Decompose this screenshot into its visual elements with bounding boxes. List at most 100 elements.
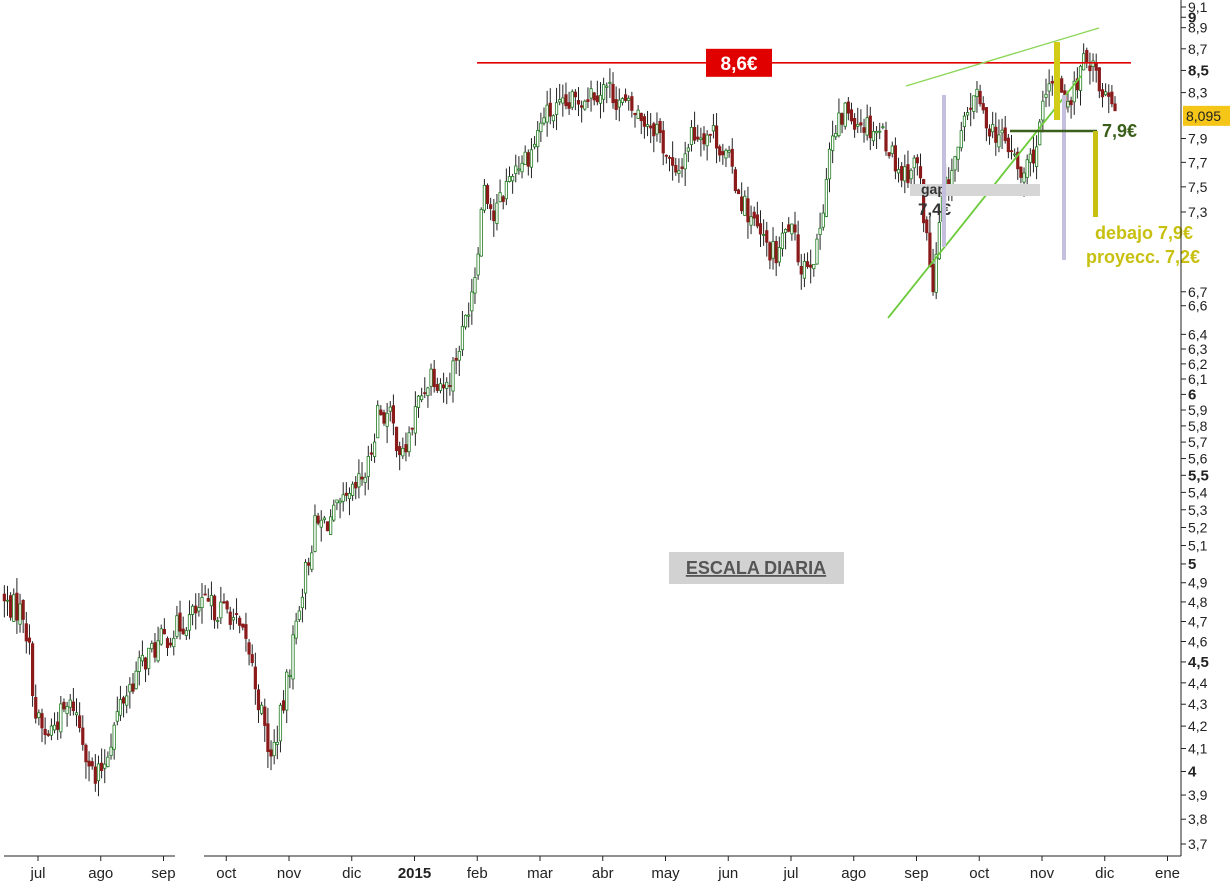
candle-body [470, 291, 474, 312]
candle-body [65, 706, 69, 715]
candle-body [674, 165, 678, 173]
candle-body [937, 222, 941, 260]
y-tick-label: 7,3 [1188, 204, 1208, 220]
candle-body [608, 81, 612, 84]
candle-body [322, 517, 326, 521]
candle-body [147, 647, 151, 669]
candle-body [495, 202, 499, 224]
candle-body [862, 127, 866, 133]
candle-body [187, 614, 192, 631]
candle-body [991, 124, 995, 133]
candle-body [856, 124, 860, 127]
candle-body [103, 763, 107, 769]
candle-body [9, 595, 13, 618]
y-axis: 9,198,9 8,7 8,5 8,3 7,9 7,7 7,5 7,3 6,76,6 6,46,3… [1180, 0, 1230, 856]
candle-body [1100, 89, 1105, 98]
watermark: ESCALA DIARIA [669, 552, 844, 584]
candle-body [394, 426, 399, 452]
candle-body [630, 96, 634, 111]
candle-body [746, 198, 750, 223]
candle-body [121, 697, 126, 704]
x-tick-label: ago [841, 865, 866, 882]
candle-body [379, 409, 383, 416]
candle-body [1075, 78, 1079, 91]
candle-body [1110, 91, 1114, 105]
candle-body [100, 762, 104, 771]
y-tick-label: 4,8 [1188, 594, 1208, 610]
candle-body [81, 727, 85, 745]
x-tick-label: sep [151, 865, 175, 882]
candle-body [451, 360, 455, 392]
candle-body [787, 224, 791, 232]
projection-bar-right [1062, 95, 1066, 260]
candle-body [131, 683, 135, 692]
candle-body [1003, 127, 1007, 142]
candle-body [429, 368, 433, 387]
candle-body [347, 493, 352, 500]
x-tick-label: sep [904, 865, 928, 882]
candle-body [1085, 49, 1089, 64]
candle-body [849, 109, 854, 122]
candle-body [354, 481, 358, 489]
candle-body [972, 95, 976, 112]
candle-body [463, 314, 468, 328]
candle-body [363, 476, 367, 483]
candle-body [718, 146, 722, 156]
candle-body [71, 701, 75, 712]
candle-body [987, 128, 992, 137]
candle-body [115, 711, 119, 722]
candle-body [652, 123, 656, 137]
x-tick-label: may [651, 865, 680, 882]
candle-body [253, 666, 257, 690]
candle-body [975, 88, 979, 98]
y-tick-label: 4,4 [1188, 675, 1208, 691]
y-tick-label: 5,9 [1188, 402, 1208, 418]
candle-body [827, 148, 832, 180]
candle-body [49, 725, 54, 736]
x-tick-label: feb [467, 865, 488, 882]
candle-body [62, 701, 66, 710]
candle-body [134, 670, 138, 690]
candle-body [928, 232, 932, 268]
candle-body [790, 223, 794, 235]
candle-body [749, 216, 753, 226]
target-bar [1093, 131, 1098, 217]
candle-body [774, 241, 778, 264]
upper-trendline [905, 27, 1100, 87]
candle-body [357, 473, 361, 488]
candle-body [112, 724, 116, 750]
candle-body [269, 749, 273, 757]
candle-body [567, 102, 571, 109]
candle-body [743, 195, 747, 216]
candle-body [868, 115, 872, 139]
candle-body [730, 148, 734, 167]
candle-body [266, 723, 270, 752]
candle-body [874, 130, 879, 134]
candle-body [586, 99, 590, 102]
candle-body [1069, 100, 1073, 106]
candle-body [410, 427, 414, 430]
candle-body [962, 115, 967, 127]
candle-body [636, 109, 640, 119]
candle-body [1009, 150, 1014, 153]
candle-body [514, 165, 518, 174]
candle-body [896, 169, 901, 174]
candle-body [922, 179, 926, 224]
x-tick-label: abr [592, 865, 614, 882]
candle-body [1031, 149, 1036, 164]
candle-body [244, 624, 248, 639]
y-tick-label: 5,5 [1188, 467, 1209, 484]
candle-body [300, 596, 305, 609]
candle-body [96, 763, 101, 782]
candle-body [197, 607, 201, 612]
candle-body [551, 115, 556, 122]
candle-body [671, 157, 675, 166]
candle-body [752, 211, 756, 219]
candle-body [799, 266, 803, 275]
candle-body [843, 102, 847, 127]
candle-body [740, 196, 744, 212]
candle-body [969, 107, 973, 110]
candle-body [529, 149, 534, 168]
candle-body [1066, 101, 1070, 108]
